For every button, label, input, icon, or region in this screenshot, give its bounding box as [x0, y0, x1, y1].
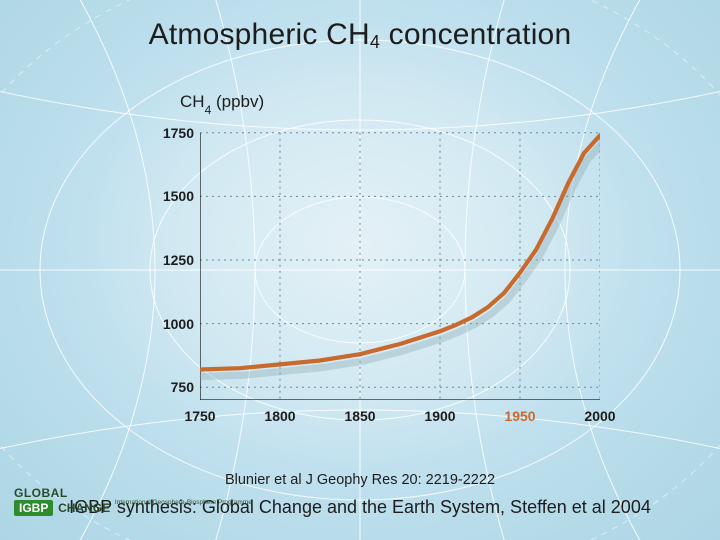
logo-badge: IGBP — [14, 500, 53, 516]
x-tick-label: 1850 — [344, 408, 375, 424]
plot-area: 7501000125015001750175018001850190019502… — [200, 120, 600, 400]
page-title: Atmospheric CH4 concentration — [0, 18, 720, 52]
x-tick-label: 1950 — [504, 408, 535, 424]
logo-line1: GLOBAL — [14, 487, 252, 499]
y-axis-title: CH4 (ppbv) — [180, 92, 264, 114]
y-tick-label: 750 — [134, 379, 194, 395]
y-tick-label: 1750 — [134, 125, 194, 141]
logo-line2: CHANGE — [58, 501, 110, 515]
slide: Atmospheric CH4 concentration CH4 (ppbv)… — [0, 0, 720, 540]
x-tick-label: 1750 — [184, 408, 215, 424]
x-tick-label: 1900 — [424, 408, 455, 424]
x-tick-label: 1800 — [264, 408, 295, 424]
y-tick-label: 1000 — [134, 316, 194, 332]
ch4-chart: CH4 (ppbv) 75010001250150017501750180018… — [140, 102, 615, 442]
citation-primary: Blunier et al J Geophy Res 20: 2219-2222 — [0, 472, 720, 488]
chart-svg — [200, 120, 600, 400]
y-tick-label: 1500 — [134, 188, 194, 204]
logo-subtitle: International Geosphere-Biosphere Progra… — [115, 499, 252, 506]
x-tick-label: 2000 — [584, 408, 615, 424]
igbp-logo: GLOBAL IGBP CHANGE International Geosphe… — [14, 487, 252, 516]
y-tick-label: 1250 — [134, 252, 194, 268]
